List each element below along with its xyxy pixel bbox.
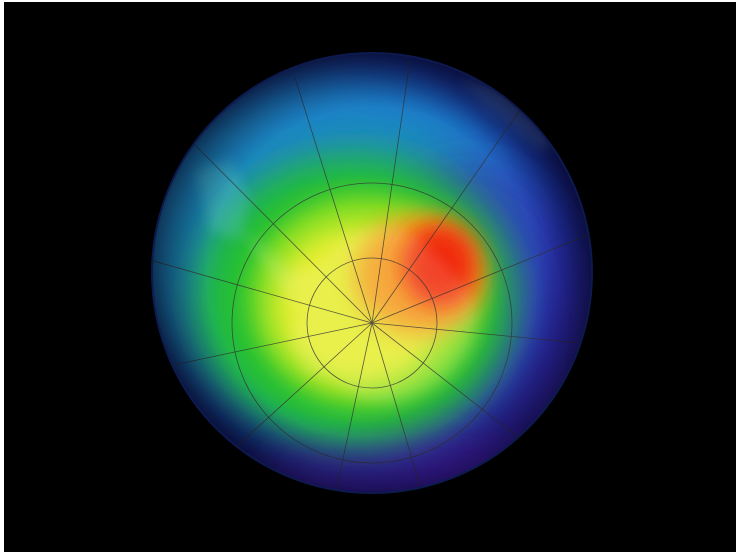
ozone-globe-image (0, 0, 740, 554)
image-frame (0, 0, 740, 554)
